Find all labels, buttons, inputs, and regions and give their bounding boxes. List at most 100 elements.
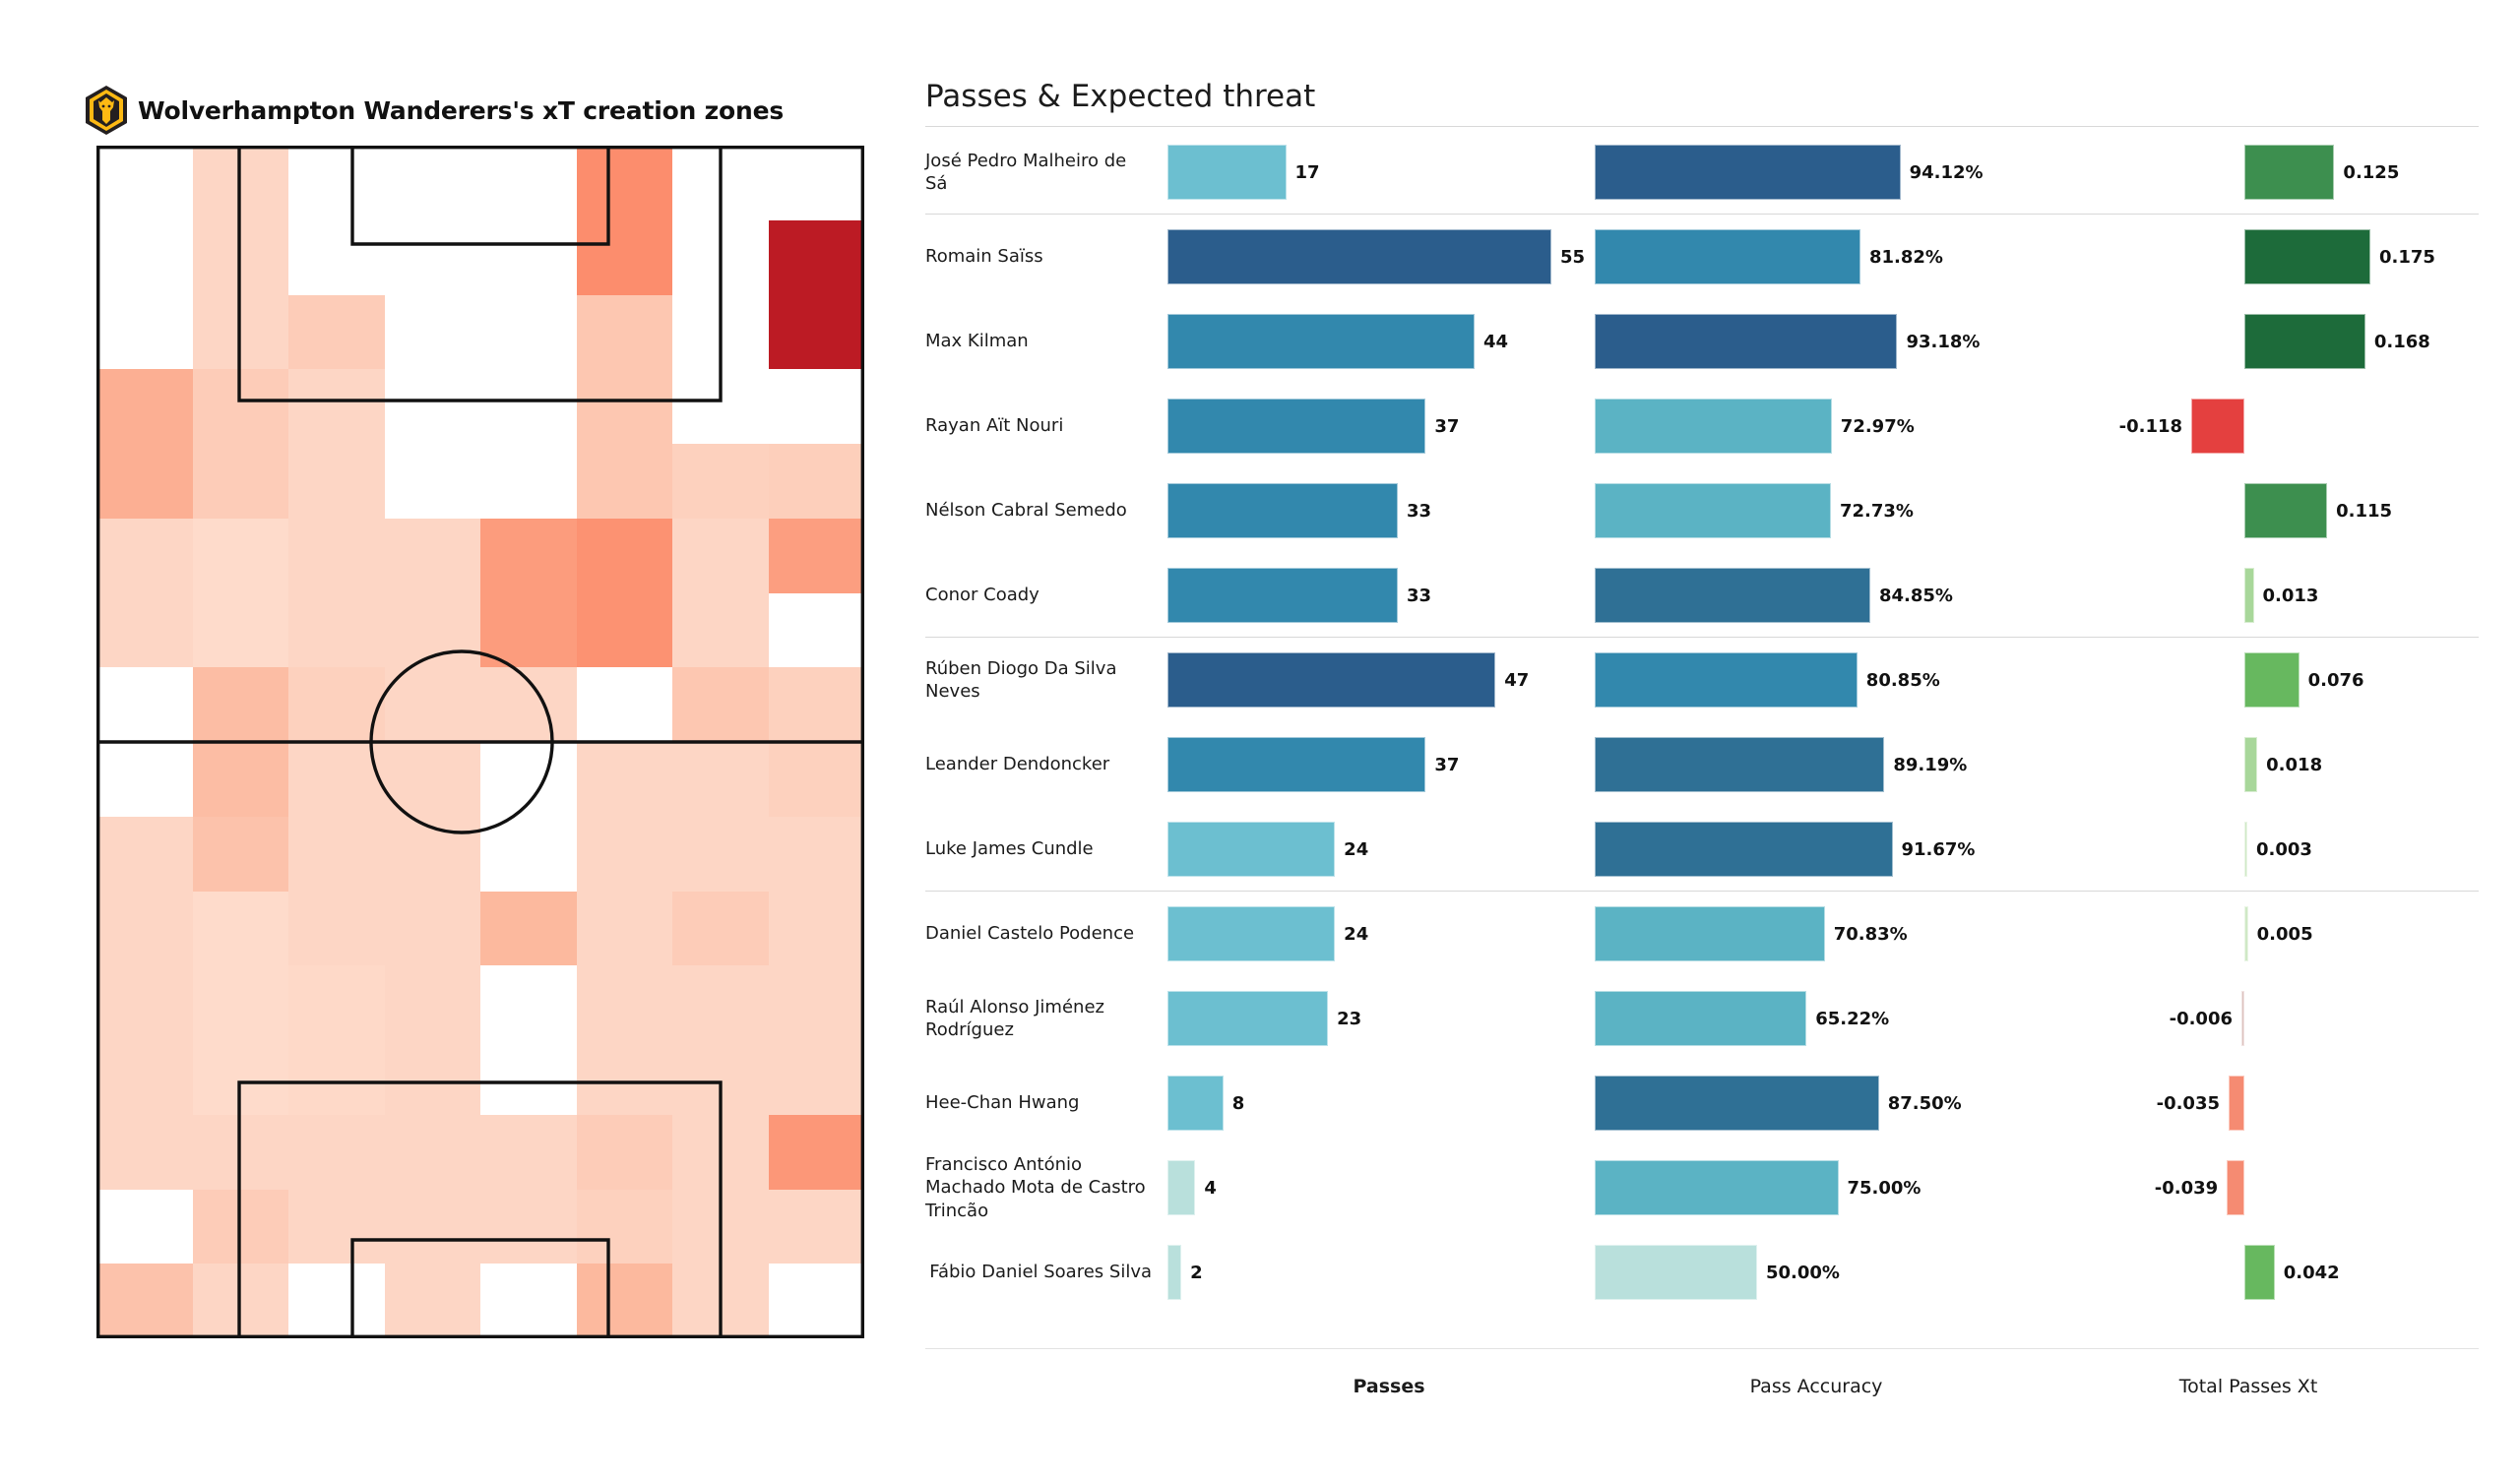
table-row[interactable]: Conor Coady 33 84.85% 0.013 <box>925 553 2479 638</box>
total-passes-xt-bar <box>2244 822 2247 877</box>
heatmap-cell <box>672 891 769 966</box>
heatmap-cell <box>672 816 769 892</box>
table-row[interactable]: Hee-Chan Hwang 8 87.50% -0.035 <box>925 1061 2479 1145</box>
heatmap-cell <box>672 667 769 742</box>
table-row[interactable]: Romain Saïss 55 81.82% 0.175 <box>925 215 2479 299</box>
footer-label-passes: Passes <box>1353 1376 1425 1397</box>
total-passes-xt-cell: 0.003 <box>2018 807 2479 892</box>
column-footer-labels: Passes Pass Accuracy Total Passes Xt <box>925 1376 2479 1415</box>
passes-cell: 37 <box>1167 722 1610 807</box>
total-passes-xt-bar <box>2244 314 2365 369</box>
total-passes-xt-cell: 0.175 <box>2018 215 2479 299</box>
heatmap-cell <box>288 592 385 668</box>
total-passes-xt-cell: -0.118 <box>2018 384 2479 468</box>
heatmap-cell <box>768 816 864 892</box>
heatmap-cell <box>768 965 864 1040</box>
passes-value: 23 <box>1337 1008 1362 1029</box>
table-row[interactable]: Daniel Castelo Podence 24 70.83% 0.005 <box>925 892 2479 976</box>
heatmap-cell <box>480 1189 577 1264</box>
pass-accuracy-bar <box>1595 737 1885 792</box>
total-passes-xt-value: -0.039 <box>2154 1177 2219 1199</box>
passes-value: 8 <box>1231 1092 1245 1114</box>
pass-accuracy-value: 80.85% <box>1865 669 1940 691</box>
total-passes-xt-cell: 0.125 <box>2018 130 2479 215</box>
player-name: Max Kilman <box>925 331 1029 352</box>
panel-title: Passes & Expected threat <box>925 79 1316 114</box>
passes-cell: 8 <box>1167 1061 1610 1145</box>
passes-bar <box>1167 737 1426 792</box>
heatmap-cell <box>576 891 672 966</box>
total-passes-xt-bar <box>2244 737 2258 792</box>
passes-value: 4 <box>1204 1177 1217 1199</box>
table-row[interactable]: José Pedro Malheiro de Sá 17 94.12% 0.125 <box>925 130 2479 215</box>
heatmap-cell <box>288 518 385 593</box>
passes-bar <box>1167 991 1329 1046</box>
heatmap-cell <box>768 667 864 742</box>
pass-accuracy-bar <box>1595 314 1898 369</box>
pass-accuracy-value: 91.67% <box>1901 838 1976 860</box>
pass-accuracy-value: 72.97% <box>1840 415 1915 437</box>
heatmap-cell <box>384 667 480 742</box>
passes-bar <box>1167 1076 1224 1131</box>
heatmap-cell <box>288 667 385 742</box>
table-row[interactable]: Raúl Alonso Jiménez Rodríguez 23 65.22% -0.… <box>925 976 2479 1061</box>
player-name: Leander Dendoncker <box>925 754 1110 775</box>
table-row[interactable]: Max Kilman 44 93.18% 0.168 <box>925 299 2479 384</box>
heatmap-cell <box>192 742 288 817</box>
total-passes-xt-cell: -0.035 <box>2018 1061 2479 1145</box>
footer-label-total-passes-xt: Total Passes Xt <box>2178 1376 2318 1397</box>
table-row[interactable]: Rayan Aït Nouri 37 72.97% -0.118 <box>925 384 2479 468</box>
heatmap-cell <box>384 891 480 966</box>
heatmap-cell <box>96 891 193 966</box>
table-row[interactable]: Luke James Cundle 24 91.67% 0.003 <box>925 807 2479 892</box>
heatmap-cell <box>480 444 577 519</box>
heatmap-cell <box>768 891 864 966</box>
pass-accuracy-cell: 84.85% <box>1595 553 2038 638</box>
heatmap-cell <box>96 1040 193 1115</box>
heatmap-cell <box>576 1040 672 1115</box>
heatmap-cell <box>480 816 577 892</box>
heatmap-cell <box>768 1189 864 1264</box>
pass-accuracy-bar <box>1595 1160 1839 1215</box>
total-passes-xt-cell: 0.018 <box>2018 722 2479 807</box>
heatmap-cell <box>576 146 672 220</box>
table-row[interactable]: Rúben Diogo Da Silva Neves 47 80.85% 0.076 <box>925 638 2479 722</box>
footer-label-pass-accuracy: Pass Accuracy <box>1749 1376 1883 1397</box>
heatmap-cell <box>96 444 193 519</box>
player-name: Rayan Aït Nouri <box>925 415 1064 437</box>
heatmap-cell <box>384 294 480 370</box>
heatmap-cell <box>768 444 864 519</box>
heatmap-cell <box>672 965 769 1040</box>
table-row[interactable]: Fábio Daniel Soares Silva 2 50.00% 0.042 <box>925 1230 2479 1315</box>
passes-cell: 33 <box>1167 468 1610 553</box>
pass-accuracy-cell: 72.73% <box>1595 468 2038 553</box>
total-passes-xt-cell: -0.039 <box>2018 1145 2479 1230</box>
pitch-title-row: Wolverhampton Wanderers's xT creation zo… <box>83 85 784 136</box>
player-name: José Pedro Malheiro de Sá <box>925 150 1127 194</box>
table-row[interactable]: Nélson Cabral Semedo 33 72.73% 0.115 <box>925 468 2479 553</box>
table-top-divider <box>925 126 2479 127</box>
total-passes-xt-bar <box>2241 991 2244 1046</box>
total-passes-xt-value: 0.076 <box>2307 669 2364 691</box>
player-name: Luke James Cundle <box>925 838 1094 860</box>
pass-accuracy-bar <box>1595 229 1860 284</box>
passes-cell: 2 <box>1167 1230 1610 1315</box>
total-passes-xt-bar <box>2244 483 2328 538</box>
heatmap-cell <box>96 816 193 892</box>
pass-accuracy-value: 70.83% <box>1833 923 1908 945</box>
total-passes-xt-bar <box>2229 1076 2244 1131</box>
heatmap-cell <box>288 816 385 892</box>
heatmap-cell <box>384 146 480 220</box>
passes-cell: 33 <box>1167 553 1610 638</box>
table-row[interactable]: Leander Dendoncker 37 89.19% 0.018 <box>925 722 2479 807</box>
passes-bar <box>1167 652 1496 708</box>
player-name: Francisco António Machado Mota de Castro… <box>925 1154 1146 1221</box>
passes-cell: 37 <box>1167 384 1610 468</box>
total-passes-xt-value: 0.018 <box>2266 754 2323 775</box>
pass-accuracy-bar <box>1595 652 1858 708</box>
pass-accuracy-cell: 94.12% <box>1595 130 2038 215</box>
table-row[interactable]: Francisco António Machado Mota de Castro… <box>925 1145 2479 1230</box>
total-passes-xt-value: 0.168 <box>2373 331 2430 352</box>
heatmap-cell <box>480 965 577 1040</box>
